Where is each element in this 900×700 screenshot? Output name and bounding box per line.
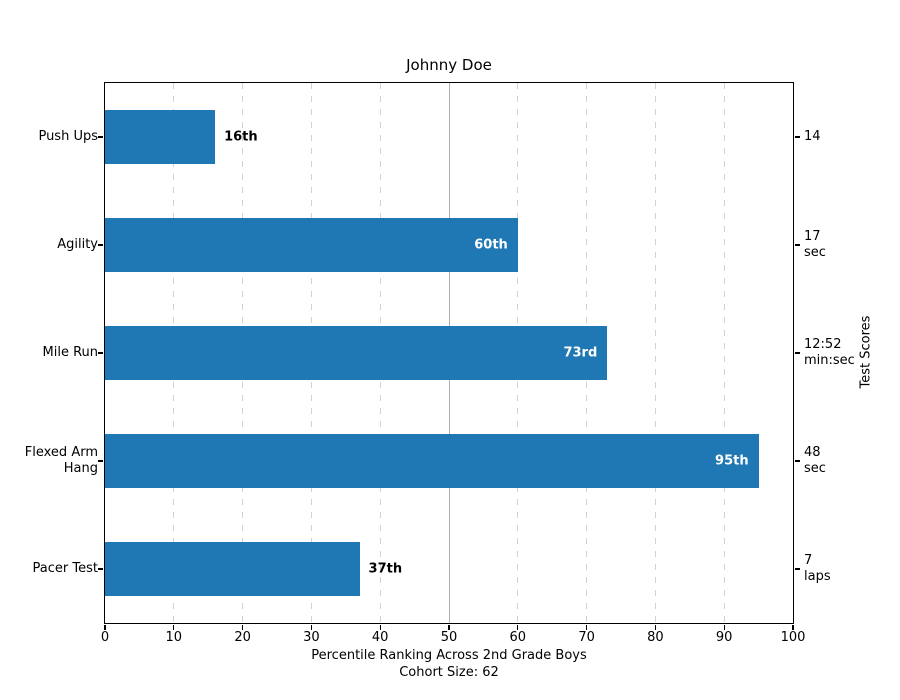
bar-flexed-arm-hang (105, 434, 759, 488)
x-tick-0 (104, 625, 106, 630)
y-tick-left (98, 136, 103, 138)
x-tick-label-20: 20 (234, 630, 251, 645)
category-label: Pacer Test (32, 561, 98, 576)
x-tick-60 (517, 625, 519, 630)
x-tick-20 (242, 625, 244, 630)
bar-value-label: 37th (368, 561, 403, 577)
y-tick-right (795, 352, 800, 354)
category-label: Mile Run (42, 345, 99, 360)
x-tick-70 (586, 625, 588, 630)
chart-title: Johnny Doe (406, 56, 492, 74)
x-tick-label-10: 10 (165, 630, 183, 645)
x-tick-label-40: 40 (371, 630, 389, 645)
bar-push-ups (105, 110, 216, 164)
x-tick-label-90: 90 (715, 630, 733, 645)
y-tick-left (98, 244, 103, 246)
x-axis-label: Percentile Ranking Across 2nd Grade Boys… (104, 648, 794, 681)
x-tick-100 (792, 625, 794, 630)
test-score-label: 14 (804, 129, 821, 144)
x-tick-label-0: 0 (100, 630, 110, 645)
y-tick-left (98, 460, 103, 462)
bar-agility (105, 218, 518, 272)
y-tick-right (795, 244, 800, 246)
x-tick-80 (654, 625, 656, 630)
gridline-x-90 (723, 83, 725, 623)
plot-area: 0 10 20 30 40 50 60 70 80 90 100 16th Push Ups 14 60th… (25, 82, 855, 645)
y-tick-left (98, 352, 103, 354)
x-tick-label-70: 70 (578, 630, 595, 645)
x-axis-label-line1: Percentile Ranking Across 2nd Grade Boys (311, 648, 587, 663)
gridline-x-80 (654, 83, 656, 623)
x-tick-40 (379, 625, 381, 630)
bar-pacer-test (105, 542, 360, 596)
x-tick-label-60: 60 (509, 630, 527, 645)
y-tick-left (98, 568, 103, 570)
x-tick-10 (173, 625, 175, 630)
x-tick-30 (310, 625, 312, 630)
test-score-label: 7 laps (804, 553, 831, 584)
x-tick-label-50: 50 (440, 630, 458, 645)
test-score-label: 17 sec (804, 229, 826, 260)
bar-value-label: 73rd (563, 345, 598, 361)
x-tick-50 (448, 625, 450, 630)
x-tick-90 (723, 625, 725, 630)
bar-value-label: 16th (224, 129, 258, 145)
bar-value-label: 60th (474, 237, 508, 253)
x-tick-label-100: 100 (780, 630, 806, 645)
y-tick-right (795, 460, 800, 462)
bar-value-label: 95th (715, 453, 749, 469)
x-axis-label-line2: Cohort Size: 62 (399, 664, 499, 680)
bar-mile-run (105, 326, 608, 380)
category-label: Agility (57, 237, 98, 252)
right-axis-label: Test Scores (858, 315, 874, 389)
y-tick-right (795, 568, 800, 570)
x-tick-label-80: 80 (647, 630, 664, 645)
test-score-label: 12:52 min:sec (804, 337, 855, 368)
category-label: Push Ups (38, 129, 98, 144)
x-tick-label-30: 30 (303, 630, 320, 645)
category-label: Flexed Arm Hang (24, 445, 98, 476)
y-tick-right (795, 136, 800, 138)
test-score-label: 48 sec (804, 445, 826, 476)
